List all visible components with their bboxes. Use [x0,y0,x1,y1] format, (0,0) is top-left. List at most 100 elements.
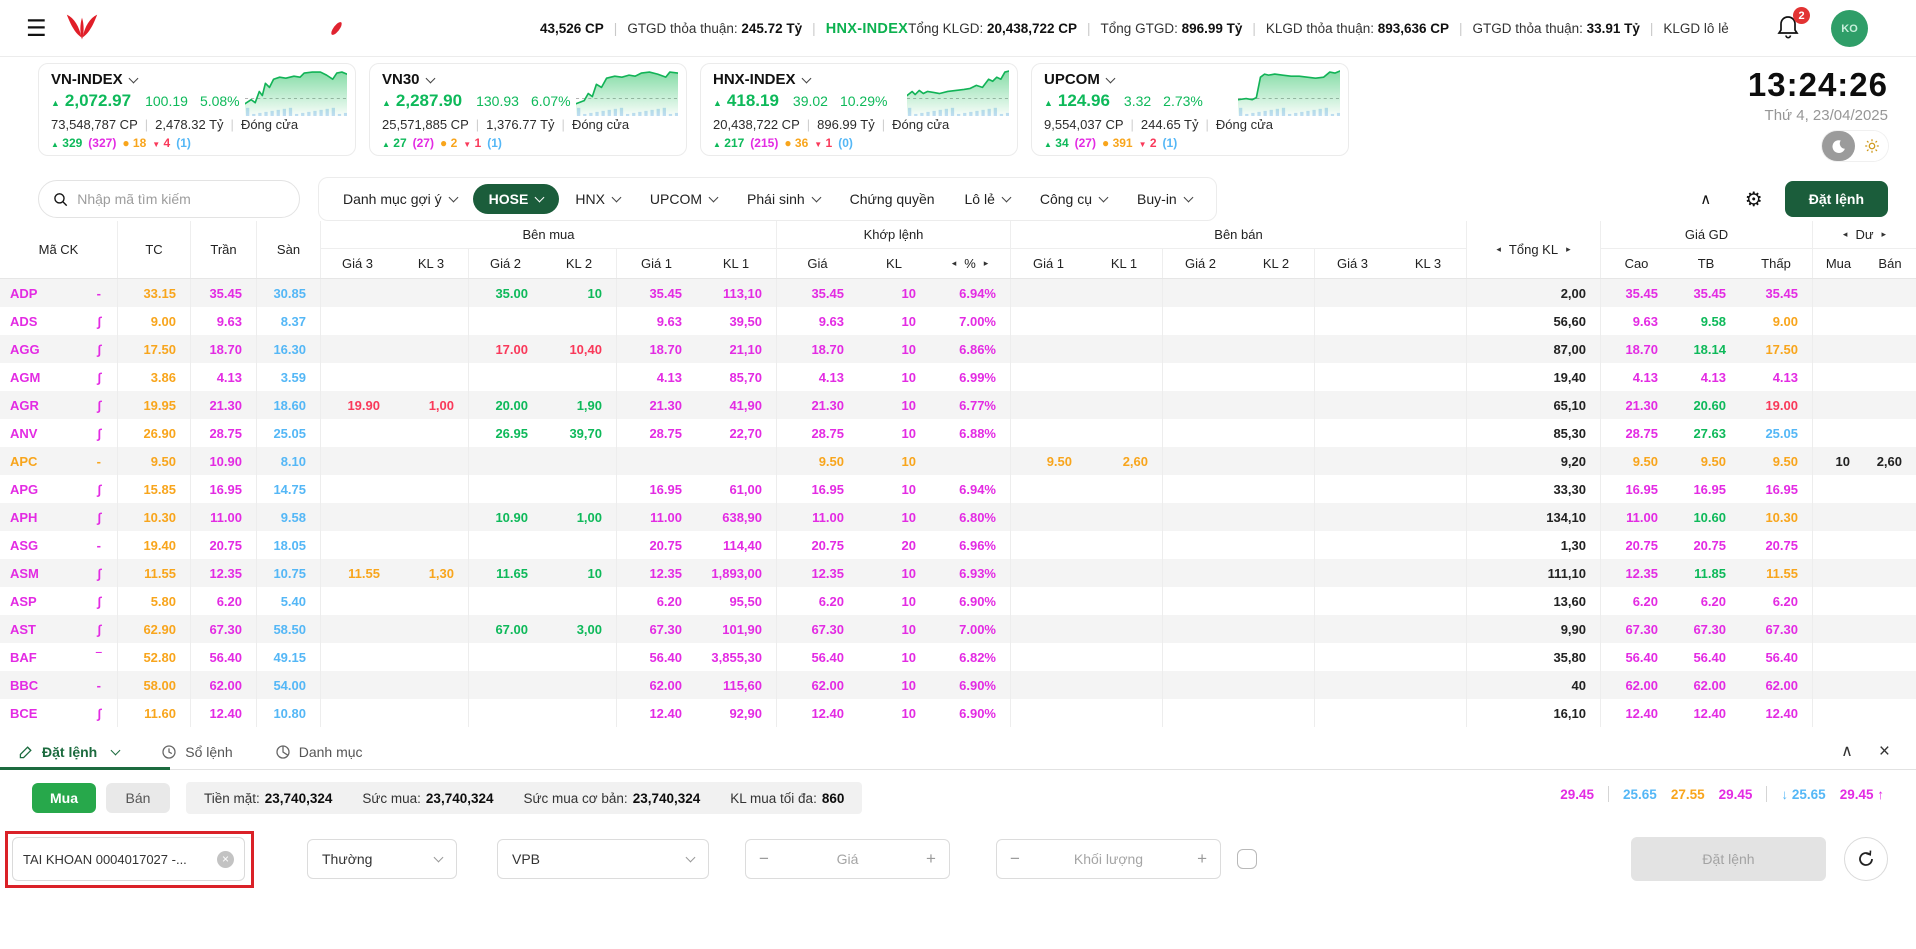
clear-account-icon[interactable]: × [217,850,234,868]
table-cell[interactable]: 6.94% [959,481,996,497]
table-cell[interactable]: 11.55 [320,559,394,587]
stock-symbol-cell[interactable]: APC - [0,447,117,475]
table-cell[interactable]: 10 [587,285,602,301]
table-cell[interactable]: 7.00% [959,621,996,637]
table-cell[interactable]: 1,00 [576,509,602,525]
filter-item-derivatives[interactable]: Phái sinh [733,184,834,214]
sub-header-low[interactable]: Thấp [1761,256,1791,271]
table-cell[interactable]: 95,50 [729,593,762,609]
scroll-right-icon[interactable]: ▸ [983,258,989,268]
table-cell[interactable]: 6.94% [959,285,996,301]
table-cell[interactable]: 10 [901,397,916,413]
sub-header-match-vol[interactable]: KL [886,256,902,271]
order-option-checkbox[interactable] [1237,849,1257,869]
col-header-symbol[interactable]: Mã CK [38,242,79,257]
scroll-left-icon[interactable]: ◂ [951,258,957,268]
table-row[interactable]: AGG ∫ 17.50 18.70 16.30 17.00 10,40 18.70 21,10 1… [0,335,1916,363]
sub-header-ask-price2[interactable]: Giá 2 [1162,249,1238,278]
buy-button[interactable]: Mua [32,783,96,813]
sub-header-remaining-buy[interactable]: Mua [1812,249,1864,278]
table-cell[interactable]: 6.90% [959,677,996,693]
table-cell[interactable]: 12.35 [616,559,696,587]
table-cell[interactable]: 2,60 [1122,453,1148,469]
table-cell[interactable]: 9.50 [776,447,858,475]
table-cell[interactable]: 114,40 [722,537,762,553]
sell-button[interactable]: Bán [106,783,170,813]
sub-header-ask-vol3[interactable]: KL 3 [1414,256,1442,271]
table-cell[interactable]: 10 [587,565,602,581]
table-cell[interactable]: 67.30 [776,615,858,643]
collapse-panel-button[interactable]: ∧ [1688,182,1723,216]
col-header-reference[interactable]: TC [117,221,190,278]
table-cell[interactable]: 6.90% [959,705,996,721]
table-cell[interactable]: 39,50 [729,313,762,329]
table-cell[interactable]: 18.70 [616,335,696,363]
table-cell[interactable]: 10.90 [468,503,542,531]
quantity-plus-button[interactable]: + [1197,849,1207,868]
table-cell[interactable]: 10 [901,509,916,525]
dark-mode-button[interactable] [1822,131,1855,161]
scroll-right-icon[interactable]: ▸ [1881,229,1887,239]
table-cell[interactable]: 62.00 [616,671,696,699]
index-card-hnxindex[interactable]: HNX-INDEX ▲ 418.19 39.02 10.29% 20,438,722 … [700,63,1018,156]
order-type-select[interactable]: Thường [307,839,457,879]
table-row[interactable]: BBC -58.00 62.00 54.00 62.00 115,60 62.00 10 6.9… [0,671,1916,699]
table-cell[interactable]: 61,00 [729,481,762,497]
table-cell[interactable]: 10 [901,425,916,441]
col-header-ceiling[interactable]: Trần [190,221,256,278]
table-cell[interactable]: 10 [901,313,916,329]
table-cell[interactable]: 10 [901,369,916,385]
price-shortcut[interactable]: 29.45 ↑ [1839,786,1884,802]
table-cell[interactable]: 10 [901,677,916,693]
table-cell[interactable]: 4.13 [616,363,696,391]
table-cell[interactable]: 10 [901,649,916,665]
price-shortcut[interactable]: ↓ 25.65 [1781,786,1826,802]
table-cell[interactable]: 10 [901,285,916,301]
sub-header-avg[interactable]: TB [1697,256,1715,271]
table-row[interactable]: APH ∫ 10.30 11.00 9.58 10.90 1,00 11.00 638,90 11… [0,503,1916,531]
table-cell[interactable]: 28.75 [776,419,858,447]
table-cell[interactable]: 6.20 [776,587,858,615]
table-cell[interactable]: 9.63 [776,307,858,335]
table-cell[interactable]: 17.00 [468,335,542,363]
table-cell[interactable]: 26.95 [468,419,542,447]
price-shortcut[interactable]: 25.65 [1623,786,1657,802]
table-row[interactable]: AGR ∫ 19.95 21.30 18.60 19.90 1,00 20.00 1,90 21.… [0,391,1916,419]
sub-header-ask-price1[interactable]: Giá 1 [1010,249,1086,278]
stock-symbol-cell[interactable]: AGR ∫ [0,391,117,419]
scroll-right-icon[interactable]: ▸ [1566,244,1571,254]
table-cell[interactable]: 4.13 [776,363,858,391]
tab-order-book[interactable]: Sổ lệnh [161,744,233,760]
table-cell[interactable]: 113,10 [722,285,762,301]
stock-symbol-cell[interactable]: ADS ∫ [0,307,117,335]
table-cell[interactable]: 21,10 [729,341,762,357]
table-row[interactable]: ASM ∫ 11.55 12.35 10.75 11.55 1,30 11.65 10 12.35… [0,559,1916,587]
table-cell[interactable]: 11.00 [776,503,858,531]
table-cell[interactable]: 12.40 [616,699,696,727]
filter-item-hnx[interactable]: HNX [561,184,634,214]
price-shortcut[interactable]: 29.45 [1560,786,1595,802]
stock-symbol-cell[interactable]: AST ∫ [0,615,117,643]
table-row[interactable]: ASG -19.40 20.75 18.05 20.75 114,40 20.75 20 6.9… [0,531,1916,559]
search-box[interactable] [38,180,300,218]
table-cell[interactable]: 11.00 [616,503,696,531]
tab-order-entry[interactable]: Đặt lệnh [18,744,121,760]
sub-header-bid-price2[interactable]: Giá 2 [468,249,542,278]
hamburger-menu-icon[interactable]: ☰ [26,14,47,41]
settings-gear-icon[interactable]: ⚙ [1736,182,1771,216]
sub-header-ask-vol2[interactable]: KL 2 [1262,256,1290,271]
table-row[interactable]: ANV ∫ 26.90 28.75 25.05 26.95 39,70 28.75 22,70 2… [0,419,1916,447]
collapse-bottom-panel-icon[interactable]: ∧ [1841,742,1853,760]
table-cell[interactable]: 16.95 [616,475,696,503]
table-cell[interactable]: 67.30 [616,615,696,643]
stock-symbol-cell[interactable]: APH ∫ [0,503,117,531]
table-cell[interactable]: 1,00 [428,397,454,413]
stock-symbol-cell[interactable]: ASG - [0,531,117,559]
filter-item-hose[interactable]: HOSE [472,184,560,214]
table-cell[interactable]: 39,70 [569,425,602,441]
table-cell[interactable]: 6.82% [959,649,996,665]
sub-header-match-price[interactable]: Giá [776,249,858,278]
sub-header-bid-vol1[interactable]: KL 1 [722,256,750,271]
scroll-left-icon[interactable]: ◂ [1496,244,1501,254]
sub-header-match-pct[interactable]: ◂% ▸ [951,256,989,271]
